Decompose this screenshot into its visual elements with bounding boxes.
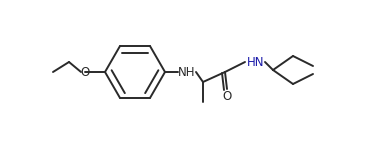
Text: NH: NH bbox=[178, 66, 196, 78]
Text: O: O bbox=[81, 66, 90, 78]
Text: HN: HN bbox=[247, 56, 265, 69]
Text: O: O bbox=[223, 90, 232, 104]
